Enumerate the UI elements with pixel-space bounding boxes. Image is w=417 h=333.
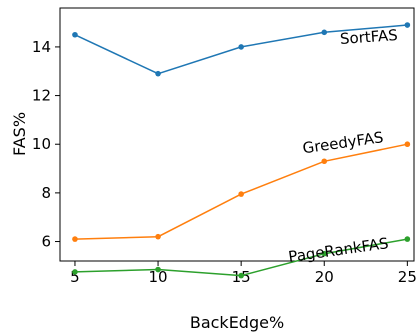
series-lines — [72, 22, 411, 279]
y-tick-label: 10 — [32, 135, 51, 153]
greedyfas-point — [321, 158, 328, 165]
sortfas-point — [72, 31, 78, 38]
y-tick-label: 6 — [41, 233, 51, 251]
x-tick-label: 25 — [398, 268, 417, 286]
greedyfas-label: GreedyFAS — [301, 128, 384, 157]
sortfas-point — [404, 22, 411, 28]
pagerankfas-point — [404, 236, 411, 242]
y-tick-label: 12 — [32, 87, 51, 105]
pagerankfas-point — [155, 266, 161, 273]
pagerankfas-point — [238, 272, 244, 279]
sortfas-point — [321, 29, 328, 36]
greedyfas-point — [155, 233, 161, 240]
sortfas-label: SortFAS — [339, 26, 398, 48]
pagerankfas-point — [321, 250, 328, 257]
y-tick-label: 8 — [41, 184, 51, 202]
y-axis-label: FAS% — [10, 112, 29, 156]
x-axis-label: BackEdge% — [190, 313, 284, 332]
sortfas-point — [155, 70, 161, 77]
x-tick-label: 10 — [149, 268, 168, 286]
pagerankfas-point — [72, 269, 78, 275]
greedyfas-point — [404, 141, 411, 148]
greedyfas-point — [72, 236, 78, 242]
y-tick-label: 14 — [32, 38, 51, 56]
x-tick-label: 5 — [70, 268, 80, 286]
x-tick-label: 20 — [315, 268, 334, 286]
axes — [59, 7, 415, 262]
ticks: 51015202568101214 — [32, 38, 417, 286]
sortfas-point — [238, 44, 244, 50]
plot-frame — [59, 7, 415, 262]
greedyfas-point — [238, 191, 244, 197]
